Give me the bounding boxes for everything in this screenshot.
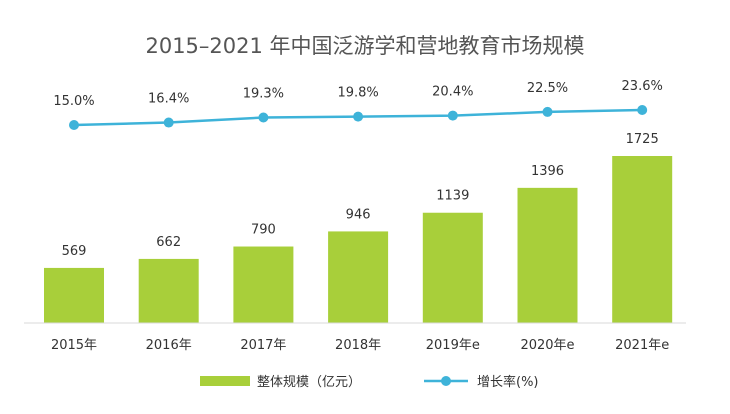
rate-point-6 [637, 105, 648, 115]
growth-rate-points [69, 105, 648, 130]
rate-label-1: 16.4% [148, 92, 189, 107]
rate-label-4: 20.4% [432, 85, 473, 100]
legend: 整体规模（亿元） 增长率(%) [200, 374, 539, 390]
bar-label-1: 662 [156, 235, 181, 250]
chart-title: 2015–2021 年中国泛游学和营地教育市场规模 [145, 34, 584, 58]
bar-3 [328, 231, 389, 323]
legend-bar-swatch [200, 376, 250, 386]
rate-point-4 [447, 110, 458, 121]
bar-5 [517, 187, 578, 323]
rate-point-1 [163, 117, 174, 128]
bar-label-3: 946 [346, 207, 371, 222]
bar-label-6: 1725 [626, 132, 659, 147]
legend-bar-label: 整体规模（亿元） [257, 375, 361, 390]
rate-point-3 [353, 111, 364, 122]
x-tick-1: 2016年 [146, 338, 192, 353]
bar-label-2: 790 [251, 223, 276, 238]
x-axis-ticks: 2015年 2016年 2017年 2018年 2019年e 2020年e 2021年e [51, 338, 669, 353]
bar-label-4: 1139 [436, 189, 469, 204]
x-tick-3: 2018年 [335, 338, 381, 353]
bar-label-0: 569 [62, 244, 87, 259]
rate-label-6: 23.6% [622, 79, 663, 94]
rate-point-2 [258, 112, 269, 123]
rate-label-0: 15.0% [53, 94, 94, 109]
bar-1 [138, 258, 199, 323]
bar-value-labels: 569 662 790 946 1139 1396 1725 [62, 132, 659, 259]
x-tick-0: 2015年 [51, 338, 97, 353]
bar-6 [612, 156, 673, 323]
rate-label-2: 19.3% [243, 87, 284, 102]
bar-2 [233, 246, 294, 323]
bar-label-5: 1396 [531, 164, 564, 179]
rate-label-3: 19.8% [337, 86, 378, 101]
legend-line-marker [441, 376, 451, 386]
bar-series [44, 156, 673, 323]
legend-line-label: 增长率(%) [477, 374, 539, 390]
rate-point-5 [542, 106, 553, 117]
x-tick-2: 2017年 [240, 338, 286, 353]
x-tick-5: 2020年e [520, 338, 574, 353]
growth-rate-labels: 15.0% 16.4% 19.3% 19.8% 20.4% 22.5% 23.6% [53, 79, 663, 109]
rate-label-5: 22.5% [527, 81, 568, 96]
x-tick-6: 2021年e [615, 338, 669, 353]
bar-0 [44, 267, 104, 323]
bar-4 [422, 212, 483, 323]
x-tick-4: 2019年e [426, 338, 480, 353]
rate-point-0 [69, 120, 79, 130]
